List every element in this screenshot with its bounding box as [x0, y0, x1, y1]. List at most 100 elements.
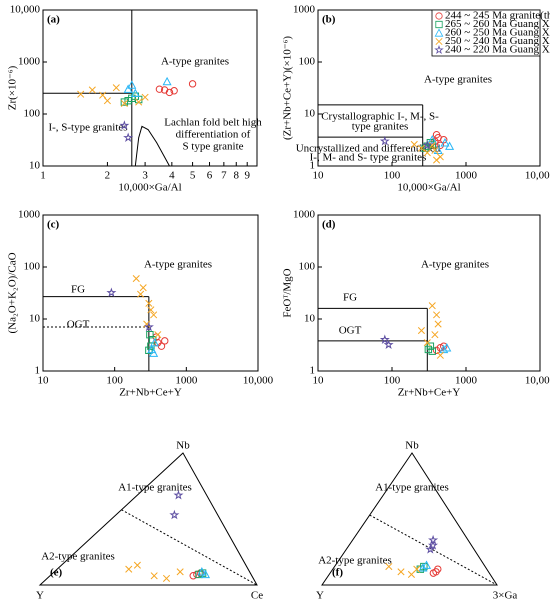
x-tick-label: 3: [142, 170, 148, 182]
data-point: [413, 565, 421, 573]
panel-label: (a): [47, 14, 60, 26]
data-point: [431, 331, 439, 339]
data-point: [397, 568, 405, 576]
legend-label: 250 ~ 240 Ma Guang Xi granite: [445, 35, 550, 47]
data-point: [423, 149, 431, 157]
annotation: differentiation of: [176, 129, 251, 141]
data-point: [165, 88, 174, 97]
data-point: [428, 302, 436, 310]
data-point: [162, 574, 171, 582]
data-point: [133, 561, 141, 569]
data-point: [422, 140, 433, 150]
data-point: [198, 569, 207, 577]
y-axis-label: (Zr+Nb+Ce+Y)(×10⁻⁶): [282, 36, 294, 140]
legend-marker: [435, 12, 443, 20]
x-tick-label: 1000: [455, 375, 478, 387]
x-axis-label: 10,000×Ga/Al: [118, 182, 181, 194]
data-point: [436, 351, 444, 359]
data-point: [428, 141, 436, 149]
data-point: [410, 140, 418, 148]
data-point: [193, 570, 201, 579]
data-point: [417, 326, 426, 335]
data-point: [119, 120, 130, 130]
x-tick-label: 1000: [175, 375, 198, 387]
x-tick-label: 100: [384, 170, 401, 182]
panel-label: (c): [47, 219, 60, 231]
x-tick-label: 2: [105, 170, 111, 182]
data-point: [150, 311, 158, 319]
y-axis-label: Zr(×10⁻⁶): [7, 65, 19, 110]
data-point: [155, 85, 164, 93]
x-tick-label: 7: [221, 170, 227, 182]
x-axis-label: 10,000×Ga/Al: [397, 182, 460, 194]
y-tick-label: 100: [24, 261, 41, 273]
field-boundary: [121, 509, 258, 586]
data-point: [427, 540, 439, 550]
data-point: [189, 572, 197, 580]
x-tick-label: 10: [313, 375, 325, 387]
annotation: A2-type granites: [41, 551, 115, 563]
corner-label: Y: [36, 590, 44, 601]
data-point: [169, 509, 180, 520]
x-tick-label: 4: [169, 170, 175, 182]
data-point: [112, 84, 120, 92]
data-point: [200, 569, 211, 579]
data-point: [440, 137, 450, 147]
data-point: [143, 321, 154, 332]
plot-frame: [317, 9, 541, 167]
corner-label: Nb: [176, 440, 190, 452]
data-point: [429, 569, 438, 577]
corner-label: 3×Ga: [493, 590, 518, 601]
data-point: [106, 287, 117, 298]
annotation: type granites: [352, 121, 409, 133]
corner-label: Ce: [251, 590, 263, 601]
y-axis-label: (Na₂O+K₂O)/CaO: [7, 252, 19, 333]
data-point: [149, 335, 157, 344]
annotation: Uncrystallized and differentiated: [296, 143, 441, 155]
x-tick-label: 100: [384, 375, 401, 387]
annotation: FG: [71, 284, 85, 296]
data-point: [418, 563, 428, 572]
data-point: [157, 342, 166, 350]
legend-box: [431, 9, 541, 57]
y-tick-label: 1000: [293, 4, 316, 16]
data-point: [428, 347, 436, 355]
annotation: A1-type granites: [118, 482, 192, 494]
annotation: A2-type granites: [318, 555, 392, 567]
data-point: [442, 342, 452, 352]
data-point: [427, 134, 437, 144]
annotation: I-, M- and S- type granites: [310, 152, 427, 164]
data-point: [134, 95, 143, 104]
data-point: [432, 131, 441, 139]
data-point: [433, 145, 443, 155]
x-tick-label: 9: [244, 170, 250, 182]
legend-marker: [434, 45, 444, 55]
legend-label: 265 ~ 260 Ma Guang Xi granite: [445, 18, 550, 30]
data-point: [147, 306, 155, 314]
data-point: [146, 330, 154, 339]
data-point: [103, 97, 111, 105]
data-point: [124, 97, 132, 105]
panel-label: (f): [332, 567, 343, 579]
annotation: A1-type granites: [375, 482, 449, 494]
y-tick-label: 1000: [18, 209, 41, 221]
annotation: A-type granites: [144, 259, 212, 271]
corner-label: Y: [316, 590, 324, 601]
data-point: [99, 91, 107, 99]
plot-frame: [42, 9, 258, 167]
x-tick-label: 10,000: [525, 375, 550, 387]
data-point: [176, 568, 184, 576]
field-boundary: [134, 125, 170, 167]
data-point: [135, 98, 143, 106]
data-point: [421, 560, 432, 569]
data-point: [431, 146, 439, 154]
annotation: A-type granites: [161, 56, 229, 68]
annotation: FG: [343, 292, 357, 304]
data-point: [131, 92, 140, 100]
legend-label: 260 ~ 250 Ma Guang Xi granite: [445, 27, 550, 39]
corner-label: Nb: [405, 440, 419, 452]
data-point: [436, 153, 444, 161]
data-point: [432, 311, 441, 319]
ternary-frame: [38, 452, 258, 586]
